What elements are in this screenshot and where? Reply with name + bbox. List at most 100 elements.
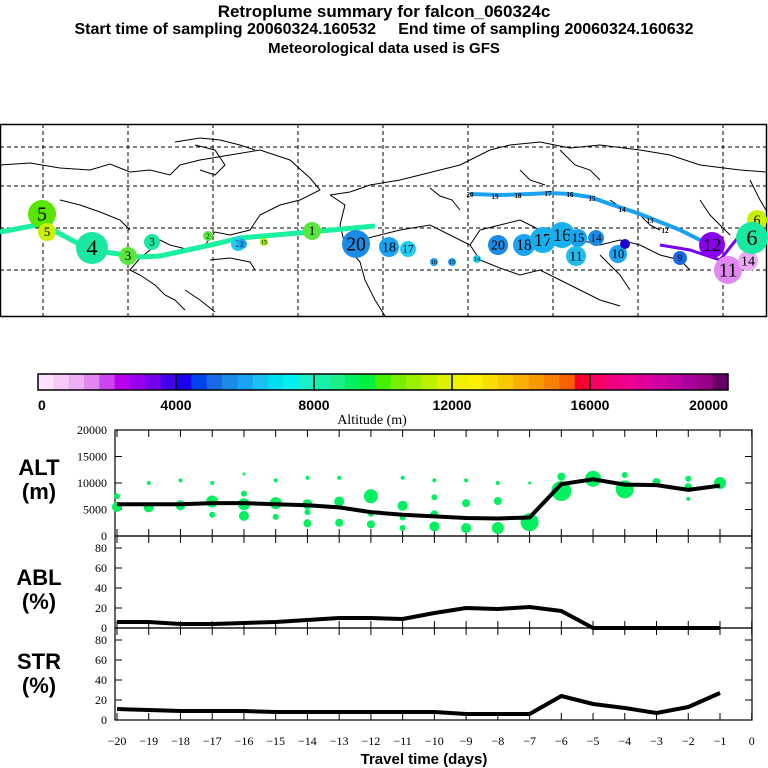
altitude-cluster-point — [305, 475, 310, 480]
plume-cluster-label: 17 — [402, 244, 414, 256]
colorbar-swatch — [84, 374, 100, 390]
plume-cluster-marker — [620, 239, 630, 249]
plume-cluster-marker — [549, 222, 575, 248]
plume-cluster-marker — [488, 235, 508, 255]
plume-cluster-marker — [430, 258, 438, 266]
sampling-times: Start time of sampling 20060324.160532 E… — [74, 21, 694, 38]
plume-cluster-marker — [342, 230, 370, 258]
plume-cluster-label: 5 — [37, 204, 47, 225]
str-label-name: STR — [17, 649, 61, 674]
x-tick-label: −16 — [235, 734, 254, 748]
altitude-cluster-point — [528, 481, 532, 485]
x-tick-label: −15 — [266, 734, 285, 748]
plume-cluster-marker — [260, 238, 268, 246]
plume-cluster-marker — [119, 247, 137, 265]
colorbar-swatch — [482, 374, 499, 390]
y-tick-label: 0 — [101, 621, 107, 635]
plume-cluster-marker — [714, 256, 742, 284]
colorbar-swatch — [544, 374, 560, 390]
colorbar-swatch — [206, 374, 223, 390]
abl-label-name: ABL — [16, 565, 62, 590]
altitude-cluster-point — [209, 511, 216, 518]
plot-title: Retroplume summary for falcon_060324c — [217, 2, 551, 21]
x-tick-label: 0 — [749, 734, 755, 748]
y-tick-label: 80 — [95, 633, 107, 647]
altitude-cluster-point — [462, 499, 471, 508]
altitude-cluster-point — [461, 523, 472, 534]
plume-cluster-marker — [144, 234, 160, 250]
colorbar-swatch — [620, 374, 637, 390]
plume-cluster-label: 16 — [553, 225, 571, 245]
colorbar-swatch — [114, 374, 131, 390]
colorbar-tick-label: 12000 — [433, 397, 472, 413]
str-label: STR (%) — [4, 650, 74, 698]
map-coastline — [359, 224, 621, 307]
x-tick-label: −11 — [393, 734, 411, 748]
colorbar-swatch — [712, 374, 729, 390]
track-upper-label: 17 — [545, 190, 553, 198]
plume-cluster-marker — [448, 258, 456, 266]
track-upper — [469, 190, 721, 252]
colorbar-swatch — [559, 374, 576, 390]
alt-label-unit: (m) — [21, 479, 57, 504]
plume-cluster-label: 6 — [754, 214, 761, 229]
altitude-cluster-point — [146, 481, 151, 485]
altitude-cluster-point — [429, 521, 440, 532]
colorbar-swatch — [252, 374, 269, 390]
plume-cluster-label: 20 — [491, 239, 505, 254]
x-tick-label: −3 — [650, 734, 663, 748]
altitude-cluster-point — [551, 480, 572, 501]
colorbar-swatch — [636, 374, 652, 390]
plume-cluster-label: 6 — [746, 225, 757, 250]
y-tick-label: 15000 — [77, 450, 107, 464]
plume-cluster-label: 16 — [431, 260, 437, 266]
colorbar-swatch — [53, 374, 70, 390]
colorbar-swatch — [99, 374, 116, 390]
colorbar-swatch — [298, 374, 315, 390]
map-coastline — [429, 187, 461, 211]
altitude-cluster-point — [304, 509, 311, 516]
met-data-line: Meteorological data used is GFS — [268, 40, 500, 57]
plume-cluster-label: 18 — [382, 241, 396, 256]
y-tick-label: 20000 — [77, 423, 107, 437]
plume-cluster-label: 20 — [346, 234, 366, 255]
plume-cluster-label: 12 — [703, 235, 721, 255]
altitude-cluster-point — [432, 478, 437, 483]
colorbar-swatch — [697, 374, 714, 390]
y-tick-label: 10000 — [77, 476, 107, 490]
plume-cluster-marker — [473, 255, 481, 263]
plume-cluster-label: 9 — [678, 253, 683, 264]
colorbar-swatch — [237, 374, 254, 390]
y-tick-label: 20 — [95, 693, 107, 707]
track-lower — [0, 221, 376, 260]
track-upper-label: 20 — [467, 191, 475, 199]
y-tick-label: 0 — [101, 713, 107, 727]
colorbar-swatch — [390, 374, 407, 390]
colorbar-swatch — [421, 374, 438, 390]
colorbar-swatch — [513, 374, 530, 390]
track-upper-label: 14 — [619, 206, 627, 214]
plume-cluster-label: 10 — [622, 240, 630, 248]
plume-cluster-label: 18 — [516, 237, 532, 254]
x-tick-label: −14 — [298, 734, 317, 748]
chart-panel-frame — [114, 627, 753, 721]
altitude-cluster-point — [363, 489, 378, 504]
y-tick-label: 5000 — [83, 503, 107, 517]
x-tick-label: −6 — [555, 734, 568, 748]
x-tick-label: −18 — [171, 734, 190, 748]
track-upper-label: 19 — [492, 193, 500, 201]
plume-cluster-marker — [400, 241, 416, 257]
colorbar-swatch — [452, 374, 468, 390]
plume-cluster-marker — [28, 200, 56, 228]
altitude-cluster-point — [493, 497, 502, 506]
altitude-cluster-point — [210, 481, 215, 485]
plume-cluster-label: 2 — [240, 240, 244, 248]
altitude-cluster-point — [495, 481, 500, 485]
x-tick-label: −1 — [714, 734, 727, 748]
colorbar-swatch — [605, 374, 622, 390]
map-coastline — [329, 141, 767, 196]
colorbar-swatch — [176, 374, 192, 390]
colorbar-swatch — [191, 374, 208, 390]
map-coastline — [59, 199, 131, 231]
